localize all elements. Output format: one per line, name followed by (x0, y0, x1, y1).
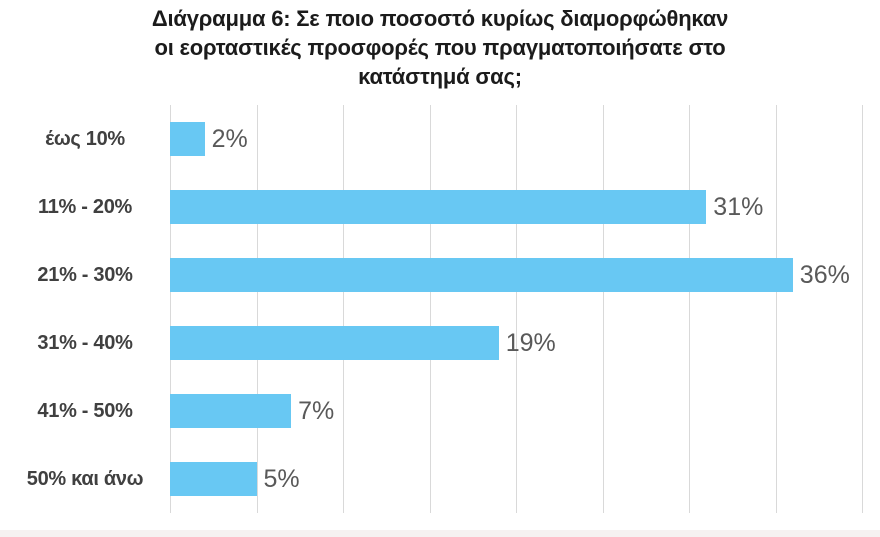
bar (170, 394, 292, 428)
chart-title-line-2: οι εορταστικές προσφορές που πραγματοποι… (154, 35, 726, 60)
category-label: έως 10% (45, 127, 125, 150)
bar (170, 258, 793, 292)
chart-row: 41% - 50% 7% (0, 377, 862, 445)
plot-area: έως 10% 2% 11% - 20% 31% 21% - 30% 36% 3… (0, 105, 863, 513)
chart-row: 31% - 40% 19% (0, 309, 862, 377)
bar-area: 19% (170, 309, 862, 377)
value-label: 5% (263, 464, 300, 493)
gridline (256, 105, 258, 513)
grid-overlay (170, 105, 863, 513)
bar (170, 326, 499, 360)
bar-area: 5% (170, 445, 862, 513)
bottom-strip (0, 530, 880, 537)
gridline (689, 105, 690, 513)
bar-area: 2% (170, 105, 862, 173)
bar-area: 36% (170, 241, 862, 309)
chart-row: έως 10% 2% (0, 105, 862, 173)
bar-area: 31% (170, 173, 862, 241)
chart-row: 50% και άνω 5% (0, 445, 862, 513)
value-label: 31% (713, 192, 764, 221)
chart-title: Διάγραμμα 6: Σε ποιο ποσοστό κυρίως διαμ… (20, 4, 860, 91)
bar (170, 190, 707, 224)
gridline (429, 105, 431, 513)
bar (170, 462, 257, 496)
bar-area: 7% (170, 377, 862, 445)
category-label: 11% - 20% (37, 195, 133, 218)
chart-title-line-1: Διάγραμμα 6: Σε ποιο ποσοστό κυρίως διαμ… (151, 6, 729, 31)
value-label: 2% (211, 124, 248, 153)
bar (170, 122, 205, 156)
value-label: 7% (298, 396, 335, 425)
gridline (775, 105, 777, 513)
chart-row: 11% - 20% 31% (0, 173, 862, 241)
gridline (516, 105, 517, 513)
category-label: 41% - 50% (37, 399, 133, 422)
value-label: 36% (799, 260, 850, 289)
gridline (170, 105, 171, 513)
chart-row: 21% - 30% 36% (0, 241, 862, 309)
category-label: 21% - 30% (37, 263, 133, 286)
gridline (862, 105, 863, 513)
gridline (343, 105, 344, 513)
category-label: 31% - 40% (37, 331, 133, 354)
gridline (602, 105, 604, 513)
value-label: 19% (505, 328, 556, 357)
chart-title-line-3: κατάστημά σας; (358, 64, 522, 89)
category-label: 50% και άνω (26, 467, 144, 490)
